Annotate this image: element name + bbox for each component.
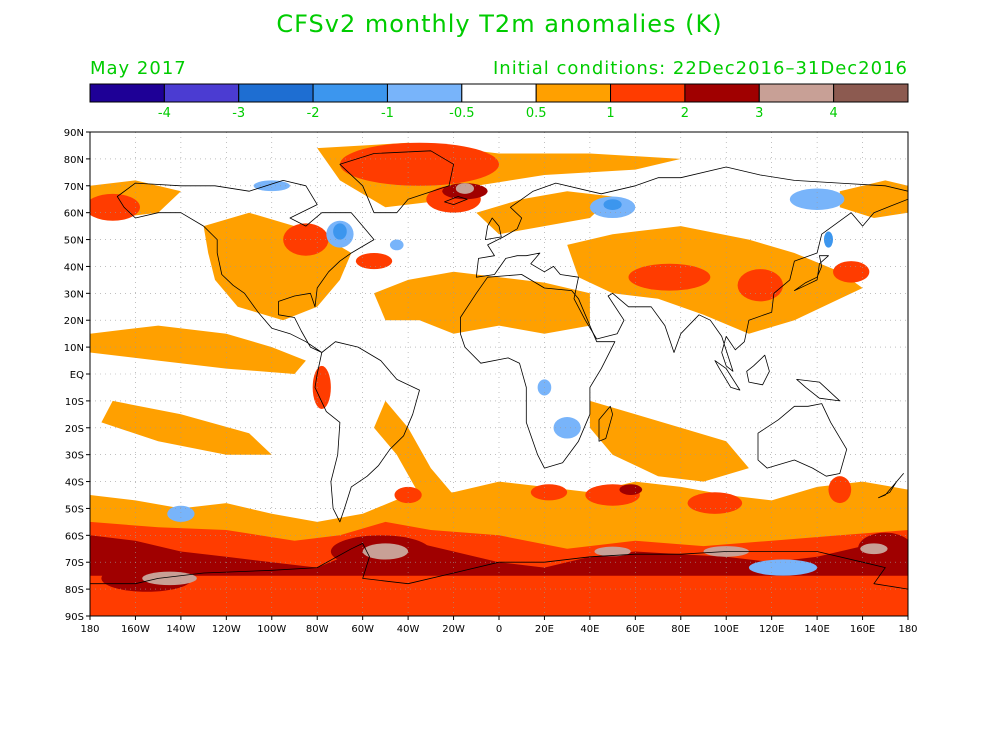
lon-tick-label: 20W: [442, 624, 465, 635]
legend-tick-label: 2: [681, 106, 689, 121]
lon-tick-label: 120W: [212, 624, 241, 635]
lat-tick-label: 80S: [65, 585, 84, 596]
lon-tick-label: 60E: [626, 624, 645, 635]
lon-tick-label: 40E: [580, 624, 599, 635]
legend-tick-label: -2: [307, 106, 320, 121]
chart-title: CFSv2 monthly T2m anomalies (K): [276, 10, 723, 38]
lat-tick-label: 40N: [64, 262, 84, 273]
lat-tick-label: 40S: [65, 478, 84, 489]
lon-tick-label: 0: [496, 624, 502, 635]
legend-tick-label: 3: [755, 106, 763, 121]
lon-tick-label: 80E: [671, 624, 690, 635]
lat-tick-label: 60N: [64, 209, 84, 220]
warm-anomaly-level4: [142, 183, 888, 586]
lat-tick-label: 80N: [64, 155, 84, 166]
lon-axis: 180 160W 140W 120W 100W 80W 60W 40W 20W 0 20E 40E 60…: [80, 616, 918, 635]
legend-tick-label: -1: [381, 106, 394, 121]
lat-tick-label: 70S: [65, 558, 84, 569]
legend-tick-label: 0.5: [526, 106, 547, 121]
legend-tick-label: 1: [606, 106, 614, 121]
lon-tick-label: 180: [898, 624, 917, 635]
lat-tick-label: 50S: [65, 504, 84, 515]
valid-month: May 2017: [90, 58, 187, 79]
lat-tick-label: 20S: [65, 424, 84, 435]
lat-tick-label: 90S: [65, 612, 84, 623]
lat-tick-label: 70N: [64, 182, 84, 193]
lat-tick-label: 20N: [64, 316, 84, 327]
lat-tick-label: 30N: [64, 289, 84, 300]
cool-anomaly-level2: [333, 199, 834, 248]
lon-tick-label: 100E: [714, 624, 739, 635]
legend-tick-label: 4: [829, 106, 837, 121]
lat-tick-label: 90N: [64, 128, 84, 139]
lon-tick-label: 80W: [306, 624, 329, 635]
lat-tick-label: 30S: [65, 451, 84, 462]
grid-lines: [90, 132, 908, 616]
legend-tick-label: -0.5: [449, 106, 474, 121]
legend-tick-label: -3: [232, 106, 245, 121]
color-legend: -4 -3 -2 -1 -0.5 0.5 1 2 3 4: [89, 83, 909, 121]
initial-conditions: Initial conditions: 22Dec2016–31Dec2016: [492, 58, 908, 79]
lat-axis: 90N 80N 70N 60N 50N 40N 30N 20N 10N EQ 10S 20S 30S 40…: [64, 128, 90, 623]
legend-swatch: [833, 83, 909, 103]
lon-tick-label: 100W: [257, 624, 286, 635]
lat-tick-label: 10S: [65, 397, 84, 408]
lon-tick-label: 160E: [850, 624, 875, 635]
lon-tick-label: 40W: [397, 624, 420, 635]
lon-tick-label: 180: [80, 624, 99, 635]
coastlines: [90, 150, 908, 616]
lat-tick-label: EQ: [70, 370, 84, 381]
lon-tick-label: 60W: [351, 624, 374, 635]
lon-tick-label: 140E: [804, 624, 829, 635]
lat-tick-label: 10N: [64, 343, 84, 354]
lat-tick-label: 60S: [65, 531, 84, 542]
lon-tick-label: 120E: [759, 624, 784, 635]
legend-tick-label: -4: [158, 106, 171, 121]
lat-tick-label: 50N: [64, 236, 84, 247]
lon-tick-label: 20E: [535, 624, 554, 635]
lon-tick-label: 160W: [121, 624, 150, 635]
lon-tick-label: 140W: [166, 624, 195, 635]
